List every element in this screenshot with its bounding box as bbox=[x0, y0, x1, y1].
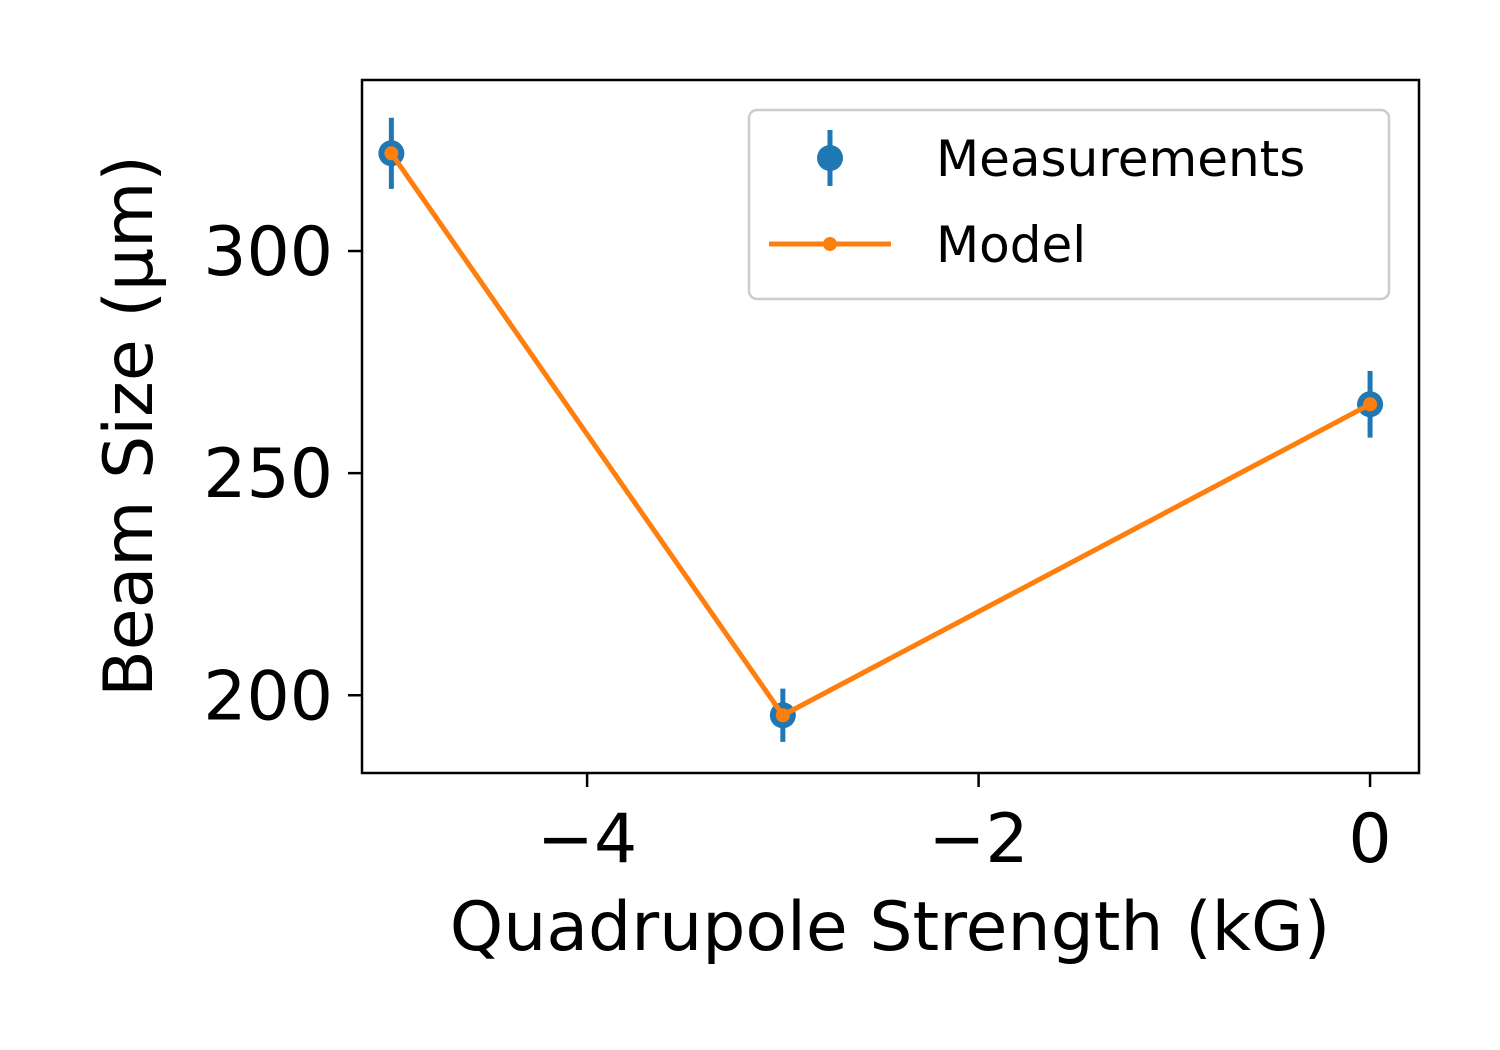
y-tick-label: 250 bbox=[203, 435, 333, 514]
legend-measurements-marker bbox=[817, 145, 843, 171]
legend-measurements-label: Measurements bbox=[936, 130, 1305, 188]
y-axis-label: Beam Size (μm) bbox=[90, 155, 169, 697]
x-tick-label: −4 bbox=[537, 800, 637, 879]
x-axis-label: Quadrupole Strength (kG) bbox=[450, 888, 1331, 967]
model-point bbox=[1363, 397, 1378, 412]
legend: Measurements Model bbox=[747, 108, 1391, 301]
axes-frame bbox=[360, 78, 1421, 775]
legend-model-marker bbox=[823, 237, 837, 251]
y-tick-label: 300 bbox=[203, 213, 333, 292]
x-tick-label: −2 bbox=[928, 800, 1028, 879]
y-axis: 200 250 300 bbox=[203, 213, 362, 736]
model-point bbox=[775, 708, 790, 723]
x-tick-label: 0 bbox=[1348, 800, 1391, 879]
x-axis: −4 −2 0 bbox=[537, 773, 1392, 879]
y-tick-label: 200 bbox=[203, 657, 333, 736]
legend-box bbox=[747, 108, 1391, 301]
model-point bbox=[384, 146, 399, 161]
plot-area bbox=[378, 117, 1384, 742]
legend-model-label: Model bbox=[936, 216, 1086, 274]
